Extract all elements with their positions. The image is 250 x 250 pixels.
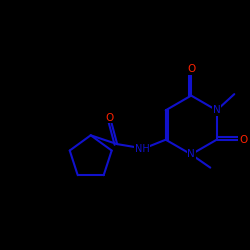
Text: N: N <box>213 105 220 115</box>
Text: O: O <box>239 135 247 145</box>
Text: O: O <box>187 64 195 74</box>
Text: O: O <box>106 113 114 123</box>
Text: NH: NH <box>135 144 150 154</box>
Text: N: N <box>187 150 195 160</box>
